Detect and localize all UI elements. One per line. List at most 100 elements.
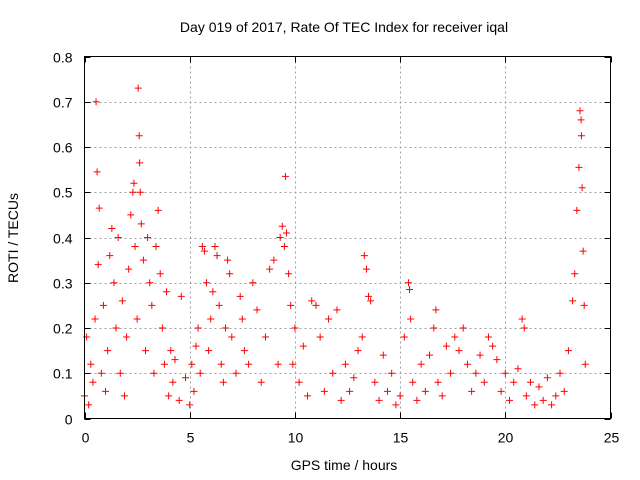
data-point <box>579 247 587 255</box>
data-point <box>493 356 501 364</box>
data-point <box>282 229 290 237</box>
data-point <box>580 301 588 309</box>
data-point <box>207 315 215 323</box>
data-point <box>367 297 375 305</box>
data-point <box>472 369 480 377</box>
data-point <box>438 392 446 400</box>
data-point <box>102 387 110 395</box>
data-point <box>581 360 589 368</box>
data-point <box>506 396 514 404</box>
data-point <box>192 342 200 350</box>
data-point <box>120 392 128 400</box>
data-point <box>447 369 455 377</box>
data-point <box>442 342 450 350</box>
data-point <box>459 324 467 332</box>
data-point <box>238 315 246 323</box>
data-point <box>245 360 253 368</box>
data-point <box>497 387 505 395</box>
data-point <box>219 378 227 386</box>
data-point <box>455 347 463 355</box>
data-point <box>354 347 362 355</box>
data-point <box>295 378 303 386</box>
data-point <box>136 159 144 167</box>
y-tick-label: 0.2 <box>53 321 73 337</box>
data-point <box>130 179 138 187</box>
x-tick-labels: 0 5 10 15 20 25 <box>82 430 620 446</box>
data-point <box>383 387 391 395</box>
data-point <box>535 383 543 391</box>
data-point <box>106 252 114 260</box>
data-point <box>108 224 116 232</box>
data-point <box>375 396 383 404</box>
data-point <box>181 374 189 382</box>
data-point <box>346 387 354 395</box>
data-point <box>123 333 131 341</box>
data-point <box>171 356 179 364</box>
data-point <box>194 324 202 332</box>
data-point <box>116 369 124 377</box>
data-point <box>224 256 232 264</box>
data-point <box>91 315 99 323</box>
data-point <box>304 392 312 400</box>
data-point <box>571 270 579 278</box>
data-point <box>539 396 547 404</box>
data-point <box>548 401 556 409</box>
data-point <box>95 204 103 212</box>
y-tick-label: 0.8 <box>53 50 73 66</box>
data-point <box>278 222 286 230</box>
data-point <box>226 270 234 278</box>
data-point <box>240 347 248 355</box>
data-point <box>276 234 284 241</box>
data-point <box>316 333 324 341</box>
data-point <box>200 247 208 255</box>
data-point <box>552 392 560 400</box>
data-point <box>576 107 584 115</box>
data-point <box>125 265 133 273</box>
data-point <box>158 324 166 332</box>
y-tick-label: 0.1 <box>53 366 73 382</box>
data-point <box>266 265 274 273</box>
data-point <box>287 301 295 309</box>
data-point <box>400 333 408 341</box>
data-point <box>92 98 100 106</box>
data-point <box>299 342 307 350</box>
data-point <box>578 184 586 192</box>
data-point <box>480 378 488 386</box>
data-point <box>112 324 120 332</box>
data-point <box>388 369 396 377</box>
chart-title: Day 019 of 2017, Rate Of TEC Index for r… <box>180 19 508 35</box>
scatter-points <box>81 84 589 409</box>
data-point <box>575 163 583 171</box>
data-point <box>270 256 278 264</box>
data-point <box>362 265 370 273</box>
data-point <box>118 297 126 305</box>
data-point <box>360 252 368 260</box>
data-point <box>209 288 217 296</box>
data-point <box>520 324 528 332</box>
data-point <box>89 378 97 386</box>
data-point <box>365 292 373 300</box>
data-point <box>514 365 522 373</box>
data-point <box>137 220 145 228</box>
data-point <box>405 279 413 287</box>
data-point <box>150 369 158 377</box>
data-point <box>350 374 358 382</box>
data-point <box>232 369 240 377</box>
data-point <box>358 333 366 341</box>
data-point <box>531 401 539 409</box>
data-point <box>285 270 293 278</box>
data-point <box>392 401 400 409</box>
data-point <box>87 360 95 368</box>
data-point <box>489 342 497 350</box>
data-point <box>484 333 492 341</box>
data-point <box>417 360 425 368</box>
data-point <box>131 243 139 251</box>
data-point <box>177 292 185 300</box>
data-point <box>129 188 137 196</box>
y-tick-label: 0.7 <box>53 95 73 111</box>
data-point <box>291 324 299 332</box>
data-point <box>190 387 198 395</box>
data-point <box>409 378 417 386</box>
data-point <box>160 360 168 368</box>
